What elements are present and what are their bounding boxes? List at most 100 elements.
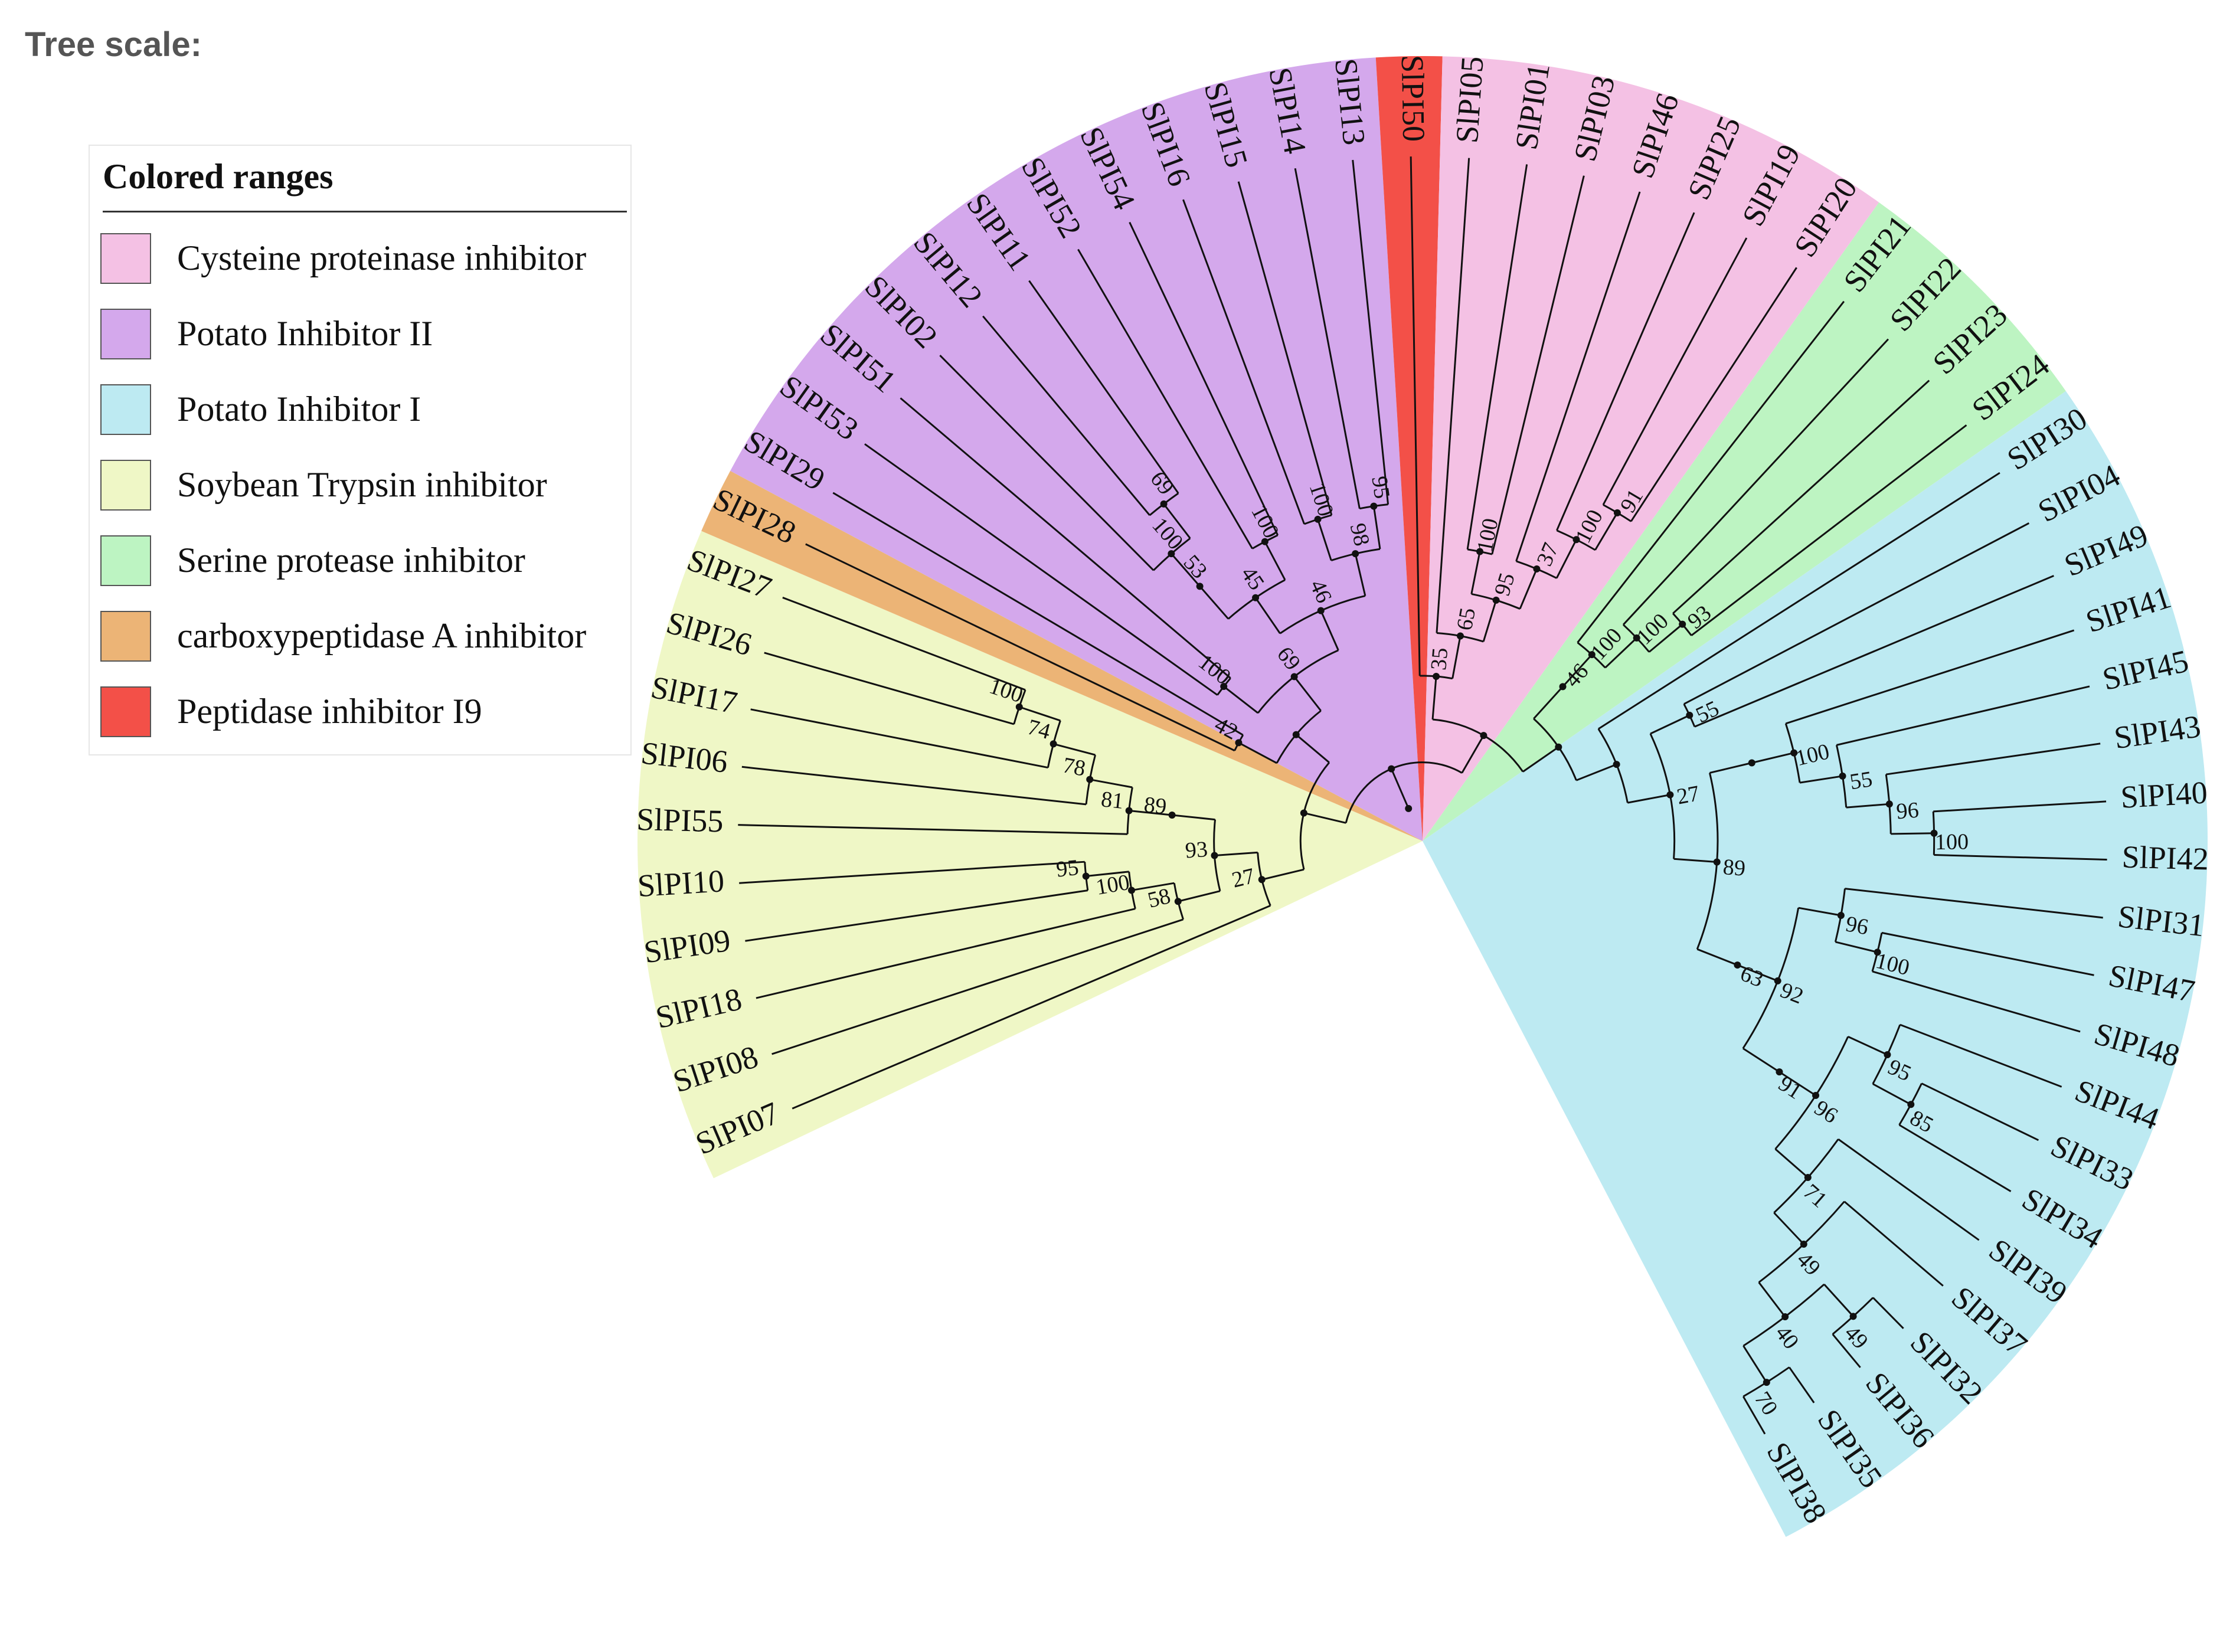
legend-swatch-serine xyxy=(100,535,151,586)
tree-node xyxy=(1082,872,1090,880)
legend-label: Soybean Trypsin inhibitor xyxy=(177,465,547,504)
tree-branch xyxy=(1627,794,1670,804)
tree-node xyxy=(1559,683,1567,691)
tree-branch xyxy=(1171,553,1201,587)
tree-branch xyxy=(1461,735,1485,774)
leaf-label: SlPI13 xyxy=(1328,57,1372,146)
tree-node xyxy=(1492,596,1500,604)
tree-node xyxy=(1837,912,1845,920)
tree-branch xyxy=(1577,300,1845,643)
bootstrap-value: 81 xyxy=(1100,787,1124,814)
tree-node xyxy=(1160,500,1168,508)
bootstrap-value: 95 xyxy=(1366,475,1394,500)
tree-branch xyxy=(1832,1333,1861,1368)
legend-item: Serine protease inhibitor xyxy=(100,535,626,594)
tree-branch xyxy=(1934,854,2107,861)
colored-range-wedge xyxy=(701,470,1423,841)
tree-branch xyxy=(1519,568,1538,610)
tree-node xyxy=(1050,740,1057,748)
tree-node xyxy=(1666,791,1674,799)
legend-item: Potato Inhibitor II xyxy=(100,309,626,368)
tree-node xyxy=(1196,583,1204,590)
tree-node xyxy=(1433,672,1440,680)
tree-branch xyxy=(1789,1366,1815,1404)
legend-divider xyxy=(103,211,627,212)
tree-branch xyxy=(1086,871,1129,877)
tree-branch xyxy=(1178,890,1221,902)
tree-branch xyxy=(1891,832,1934,835)
tree-node xyxy=(1476,548,1484,555)
tree-branch xyxy=(1451,636,1462,679)
legend-swatch-cysteine xyxy=(100,233,151,284)
tree-node xyxy=(1907,1101,1915,1108)
tree-branch xyxy=(1372,506,1381,549)
tree-branch xyxy=(1293,676,1322,712)
tree-branch xyxy=(1295,734,1330,764)
tree-branch xyxy=(1650,714,1690,735)
tree-branch xyxy=(1555,539,1577,579)
tree-branch xyxy=(1799,775,1843,784)
tree-branch xyxy=(1872,1297,1904,1329)
tree-branch xyxy=(1696,948,1738,966)
tree-branch xyxy=(739,861,1085,884)
tree-node xyxy=(1086,776,1094,783)
legend-item: Cysteine proteinase inhibitor xyxy=(100,233,626,292)
tree-branch xyxy=(1594,512,1619,551)
tree-branch xyxy=(1737,964,1778,982)
tree-branch xyxy=(1881,931,2094,976)
tree-node xyxy=(1300,809,1307,817)
tree-branch xyxy=(1846,803,1889,809)
tree-node xyxy=(1533,565,1541,573)
tree-node xyxy=(1930,829,1938,837)
tree-branch xyxy=(1648,623,1683,653)
legend-swatch-soybean xyxy=(100,460,151,511)
tree-node xyxy=(1633,634,1640,642)
tree-branch xyxy=(782,597,1026,691)
tree-branch xyxy=(1886,742,2101,776)
tree-branch xyxy=(1214,851,1258,856)
tree-node xyxy=(1800,1241,1807,1248)
tree-branch xyxy=(1835,941,1878,953)
tree-branch xyxy=(1199,585,1230,620)
legend-swatch-potato-i xyxy=(100,384,151,435)
tree-branch xyxy=(1838,1138,1980,1241)
tree-branch xyxy=(792,905,1271,1110)
tree-branch xyxy=(750,708,1048,769)
tree-branch xyxy=(1872,1083,1912,1105)
tree-scale-label: Tree scale: xyxy=(25,25,202,64)
tree-node xyxy=(1128,886,1136,894)
tree-branch xyxy=(1237,181,1333,516)
tree-node xyxy=(1790,749,1798,757)
tree-branch xyxy=(1303,812,1346,824)
tree-branch xyxy=(1694,575,2054,728)
tree-branch xyxy=(1129,809,1172,816)
tree-branch xyxy=(1390,768,1410,809)
tree-branch xyxy=(1352,159,1390,505)
tree-branch xyxy=(1294,168,1361,509)
legend-item: Potato Inhibitor I xyxy=(100,384,626,443)
tree-branch xyxy=(1622,338,1889,626)
tree-node xyxy=(1734,961,1741,969)
tree-branch xyxy=(1742,1345,1768,1383)
legend-panel: Colored ranges Cysteine proteinase inhib… xyxy=(89,145,632,755)
tree-node xyxy=(1812,1092,1820,1100)
colored-range-wedge xyxy=(1423,202,2066,841)
tree-branch xyxy=(1077,248,1253,549)
legend-label: carboxypeptidase A inhibitor xyxy=(177,616,587,655)
tree-node xyxy=(1686,711,1693,719)
tree-branch xyxy=(1562,654,1593,688)
leaf-label: SlPI05 xyxy=(1449,55,1490,145)
legend-item: Soybean Trypsin inhibitor xyxy=(100,460,626,519)
tree-node xyxy=(1220,683,1228,691)
tree-node xyxy=(1370,502,1378,510)
leaf-label: SlPI55 xyxy=(636,802,724,839)
colored-range-wedge xyxy=(1423,56,1879,841)
tree-node xyxy=(1774,977,1781,984)
legend-label: Peptidase inhibitor I9 xyxy=(177,692,482,731)
leaf-label: SlPI42 xyxy=(2121,839,2209,877)
tree-branch xyxy=(1778,1071,1816,1097)
tree-branch xyxy=(1261,868,1305,881)
tree-branch xyxy=(1672,380,1930,614)
tree-branch xyxy=(1845,888,2103,919)
